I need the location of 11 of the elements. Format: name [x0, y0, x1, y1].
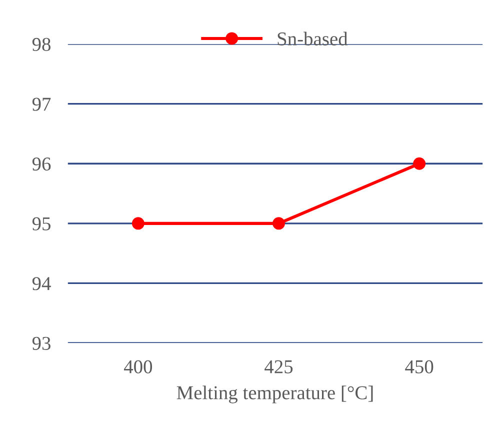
y-tick-label: 93: [32, 336, 50, 350]
x-tick-label: 425: [264, 360, 293, 374]
x-tick-label: 450: [405, 360, 434, 374]
x-axis-title: Melting temperature [°C]: [176, 386, 373, 404]
y-tick-label: 97: [32, 98, 51, 111]
y-tick-label: 94: [32, 277, 51, 290]
legend-label: Sn-based: [278, 32, 348, 46]
x-tick-label: 400: [124, 360, 152, 374]
y-tick-label: 95: [32, 217, 50, 230]
y-tick-label: 98: [32, 38, 50, 51]
y-tick-label: 96: [32, 158, 51, 171]
